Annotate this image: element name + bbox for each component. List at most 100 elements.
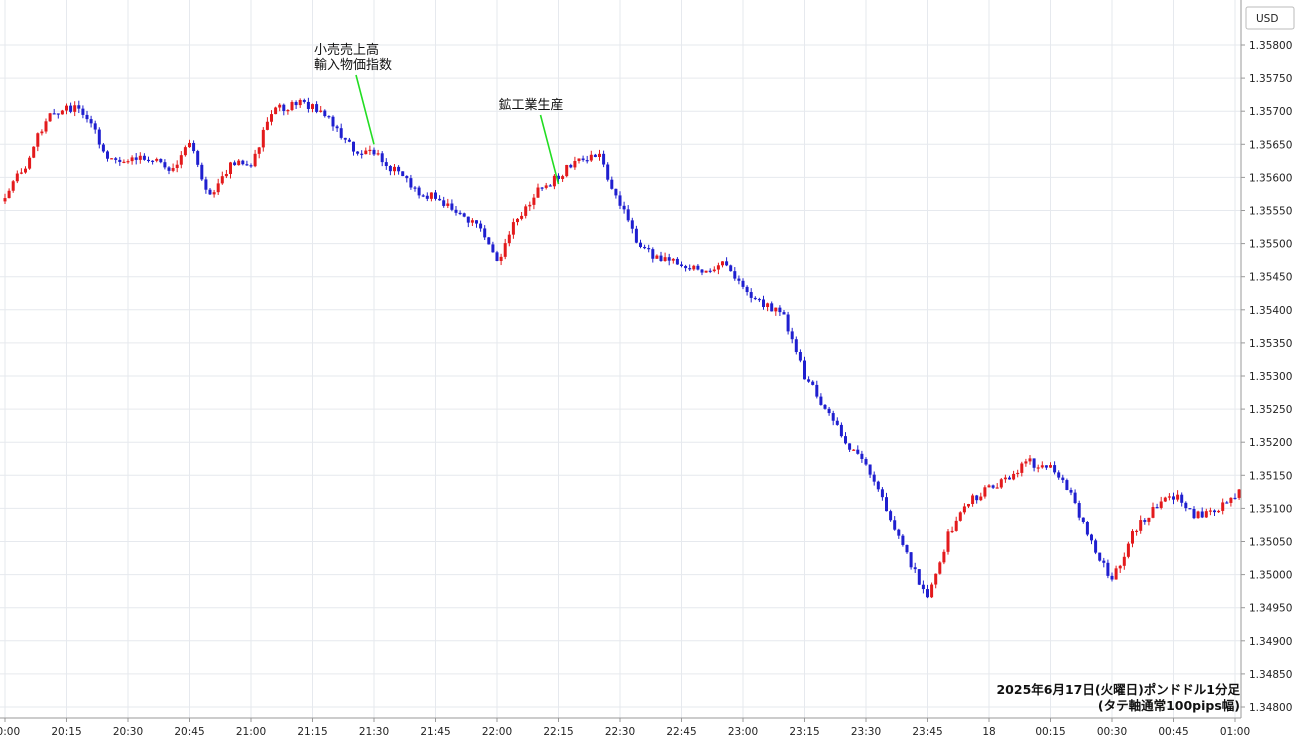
- bullish-candle: [1204, 508, 1208, 518]
- bearish-candle: [913, 562, 917, 574]
- bullish-candle: [1020, 461, 1024, 477]
- candle-body: [339, 128, 343, 138]
- bullish-candle: [979, 492, 983, 502]
- candle-body: [1073, 492, 1077, 504]
- candle-body: [520, 215, 524, 219]
- bearish-candle: [1053, 461, 1057, 475]
- candle-body: [675, 258, 679, 265]
- price-tick-label: 1.35350: [1249, 338, 1292, 350]
- candle-body: [598, 153, 601, 157]
- candle-body: [220, 176, 224, 184]
- bearish-candle: [733, 267, 737, 281]
- candle-body: [696, 265, 700, 270]
- candle-body: [721, 261, 724, 266]
- candle-body: [897, 529, 901, 536]
- price-tick-label: 1.34950: [1249, 603, 1292, 615]
- bearish-candle: [639, 239, 642, 249]
- candle-body: [548, 185, 552, 187]
- bearish-candle: [163, 159, 167, 170]
- candle-body: [298, 99, 302, 106]
- bearish-candle: [458, 210, 462, 216]
- candle-body: [593, 154, 597, 157]
- bearish-candle: [790, 327, 794, 344]
- candle-body: [19, 172, 23, 174]
- candle-body: [774, 307, 778, 312]
- candle-body: [1110, 575, 1114, 580]
- candle-body: [946, 531, 950, 552]
- candles: [3, 97, 1249, 599]
- bearish-candle: [93, 120, 97, 134]
- candle-body: [819, 396, 823, 405]
- bullish-candle: [1176, 490, 1180, 502]
- candle-body: [425, 195, 429, 199]
- bullish-candle: [19, 168, 23, 175]
- bearish-candle: [97, 127, 101, 149]
- bearish-candle: [606, 162, 610, 182]
- candle-body: [987, 485, 991, 488]
- bearish-candle: [114, 157, 118, 164]
- bearish-candle: [905, 544, 909, 554]
- candle-body: [286, 110, 290, 112]
- bearish-candle: [425, 192, 429, 202]
- candle-body: [692, 265, 696, 270]
- bullish-candle: [692, 264, 696, 271]
- candle-body: [208, 189, 212, 195]
- candle-body: [647, 248, 651, 250]
- bearish-candle: [1073, 489, 1077, 505]
- candle-body: [700, 269, 704, 273]
- candle-body: [405, 176, 409, 179]
- price-tick-label: 1.34900: [1249, 636, 1292, 648]
- candle-body: [265, 121, 269, 130]
- candle-body: [712, 269, 716, 272]
- bearish-candle: [282, 103, 286, 116]
- bearish-candle: [81, 105, 85, 119]
- candle-body: [290, 102, 294, 111]
- price-tick-label: 1.35550: [1249, 206, 1292, 218]
- bearish-candle: [1155, 503, 1159, 509]
- bearish-candle: [466, 216, 470, 228]
- candle-body: [393, 166, 396, 172]
- bearish-candle: [991, 484, 995, 489]
- time-axis: 20:00 20:15 20:30 20:45 21:00 21:15 21:30 21:45…: [0, 718, 1250, 738]
- bullish-candle: [1237, 488, 1241, 500]
- candle-body: [1143, 520, 1147, 522]
- candle-body: [614, 188, 618, 196]
- candle-body: [65, 105, 68, 111]
- bullish-candle: [261, 127, 265, 152]
- candle-body: [1053, 465, 1057, 473]
- time-tick-label: 21:15: [297, 726, 327, 738]
- bearish-candle: [569, 163, 573, 169]
- bearish-candle: [786, 311, 790, 335]
- bullish-candle: [319, 105, 323, 113]
- bullish-candle: [470, 218, 474, 227]
- candle-body: [1163, 497, 1167, 502]
- candle-body: [204, 179, 208, 190]
- candle-body: [1204, 511, 1208, 518]
- candle-body: [409, 178, 413, 188]
- candle-body: [811, 381, 815, 385]
- bearish-candle: [823, 404, 827, 410]
- bearish-candle: [893, 516, 897, 531]
- bearish-candle: [323, 109, 327, 118]
- candle-body: [458, 212, 462, 215]
- bullish-candle: [311, 103, 314, 113]
- bearish-candle: [475, 220, 478, 228]
- bearish-candle: [897, 528, 901, 539]
- candle-body: [905, 544, 909, 553]
- bullish-candle: [253, 149, 257, 168]
- bearish-candle: [708, 268, 712, 274]
- candle-body: [1151, 507, 1155, 518]
- candle-body: [844, 436, 847, 444]
- candle-body: [1028, 458, 1032, 462]
- candle-body: [786, 314, 790, 332]
- candle-body: [528, 204, 532, 207]
- candle-body: [73, 105, 77, 112]
- bearish-candle: [630, 217, 634, 234]
- candle-body: [200, 164, 204, 180]
- bullish-candle: [954, 516, 958, 532]
- bearish-candle: [462, 212, 466, 218]
- bearish-candle: [581, 155, 585, 162]
- bearish-candle: [101, 142, 105, 153]
- bearish-candle: [151, 160, 155, 165]
- time-tick-label: 22:30: [605, 726, 635, 738]
